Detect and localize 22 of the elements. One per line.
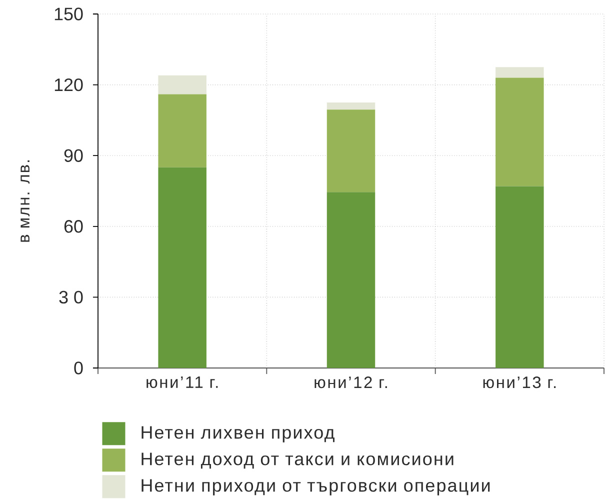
bar — [496, 67, 544, 78]
y-tick-label: 60 — [64, 220, 83, 233]
x-tick-label: юни’12 г. — [314, 376, 387, 388]
legend-label: Нетни приходи от търговски операции — [142, 479, 490, 496]
y-tick-label: 150 — [54, 8, 83, 20]
y-tick-label: 0 — [74, 362, 83, 374]
bar — [158, 167, 206, 368]
legend-label: Нетен лихвен приход — [142, 426, 334, 442]
bar — [326, 110, 376, 192]
bar — [496, 78, 544, 186]
y-tick-label: 90 — [64, 149, 83, 162]
bar — [496, 186, 544, 368]
bar — [326, 192, 376, 368]
x-tick-label: юни’11 г. — [146, 376, 218, 388]
bar — [158, 94, 206, 168]
y-axis-title: в млн. лв. — [20, 160, 30, 242]
x-tick-label: юни’13 г. — [483, 376, 556, 388]
bar — [158, 75, 206, 94]
y-tick-label: 120 — [54, 78, 83, 92]
legend-label: Нетен доход от такси и комисиони — [142, 452, 454, 469]
y-tick-label: 3 0 — [59, 290, 83, 304]
bar — [326, 102, 376, 110]
